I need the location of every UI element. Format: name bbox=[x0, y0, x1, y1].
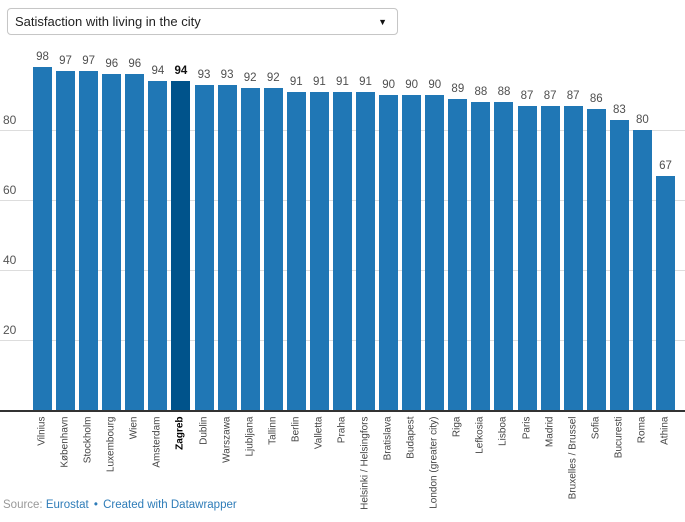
bar[interactable] bbox=[56, 70, 76, 410]
bar[interactable] bbox=[540, 105, 560, 410]
x-axis-label: Praha bbox=[336, 416, 348, 443]
bar[interactable] bbox=[171, 81, 191, 410]
bar-value-label: 90 bbox=[382, 79, 395, 91]
bar[interactable] bbox=[33, 67, 52, 410]
bar[interactable] bbox=[286, 91, 306, 410]
bar-value-label: 91 bbox=[312, 75, 326, 88]
bar-value-label: 88 bbox=[497, 86, 511, 98]
bar-value-label: 96 bbox=[128, 58, 142, 70]
metric-select-value: Satisfaction with living in the city bbox=[15, 14, 201, 29]
x-axis-label: Athina bbox=[659, 416, 671, 445]
bar-value-label: 94 bbox=[151, 65, 165, 77]
bar[interactable] bbox=[263, 88, 283, 410]
x-axis-label: Tallinn bbox=[267, 416, 279, 445]
bar[interactable] bbox=[240, 88, 260, 410]
bar[interactable] bbox=[379, 95, 399, 410]
x-axis-label: Berlin bbox=[290, 416, 302, 442]
bar[interactable] bbox=[586, 109, 606, 410]
bar[interactable] bbox=[425, 95, 445, 410]
datawrapper-credit-link[interactable]: Created with Datawrapper bbox=[103, 499, 237, 511]
bar-value-label: 89 bbox=[451, 82, 465, 95]
x-axis-label: Bruxelles / Brussel bbox=[567, 416, 579, 499]
bar-value-label: 87 bbox=[566, 89, 580, 102]
bar-value-label: 83 bbox=[612, 103, 626, 116]
x-axis-label: Bratislava bbox=[382, 416, 394, 460]
x-axis-label: Lefkosia bbox=[474, 416, 486, 454]
x-axis-label: Bucuresti bbox=[613, 416, 625, 458]
bar-value-label: 93 bbox=[197, 68, 211, 81]
x-axis-label: Riga bbox=[451, 416, 463, 437]
y-tick-label: 40 bbox=[3, 253, 17, 267]
bar[interactable] bbox=[655, 175, 675, 410]
bar-value-label: 90 bbox=[428, 79, 442, 91]
bar[interactable] bbox=[471, 102, 491, 410]
bar[interactable] bbox=[125, 74, 145, 410]
bar[interactable] bbox=[632, 130, 652, 410]
bar-value-label: 97 bbox=[59, 54, 72, 67]
bar[interactable] bbox=[356, 91, 376, 410]
y-tick-label: 60 bbox=[3, 183, 17, 197]
bar-value-label: 87 bbox=[520, 89, 534, 102]
bar[interactable] bbox=[79, 70, 99, 410]
bar-value-label: 90 bbox=[405, 79, 419, 91]
separator-dot: • bbox=[93, 499, 98, 511]
bar-value-label: 96 bbox=[105, 58, 119, 70]
bar[interactable] bbox=[102, 74, 122, 410]
bar[interactable] bbox=[309, 91, 329, 410]
bar-value-label: 88 bbox=[474, 86, 488, 98]
bar-value-label: 91 bbox=[336, 75, 349, 88]
bar[interactable] bbox=[494, 102, 514, 410]
y-tick-label: 20 bbox=[3, 323, 17, 337]
bar[interactable] bbox=[517, 105, 537, 410]
bar-value-label: 92 bbox=[243, 72, 257, 84]
bar[interactable] bbox=[609, 119, 629, 410]
bar[interactable] bbox=[448, 98, 468, 410]
bar-value-label: 97 bbox=[82, 54, 96, 67]
bar-value-label: 92 bbox=[266, 72, 280, 84]
y-tick-label: 80 bbox=[3, 113, 17, 127]
x-axis-label: Budapest bbox=[405, 416, 417, 459]
bar-value-label: 93 bbox=[220, 68, 234, 81]
x-axis-label: Sofia bbox=[590, 416, 602, 439]
x-axis-label: Lisboa bbox=[497, 416, 509, 446]
metric-select[interactable]: Satisfaction with living in the city ▼ bbox=[7, 8, 398, 35]
bar[interactable] bbox=[563, 105, 583, 410]
bar-value-label: 67 bbox=[659, 159, 672, 172]
source-line: Source: Eurostat • Created with Datawrap… bbox=[3, 499, 237, 511]
x-axis-line bbox=[0, 410, 685, 412]
bar-value-label: 87 bbox=[543, 89, 557, 102]
bar[interactable] bbox=[402, 95, 422, 410]
bar[interactable] bbox=[332, 91, 352, 410]
bar[interactable] bbox=[217, 84, 237, 410]
bar-value-label: 80 bbox=[636, 114, 649, 126]
bar-value-label: 86 bbox=[589, 93, 603, 105]
x-axis-label: Ljubljana bbox=[244, 416, 256, 457]
source-link[interactable]: Eurostat bbox=[45, 499, 89, 511]
x-axis-label: Valletta bbox=[313, 416, 325, 449]
x-axis-label: Madrid bbox=[544, 416, 556, 447]
bar-value-label: 98 bbox=[36, 51, 49, 63]
source-prefix: Source: bbox=[3, 499, 43, 511]
bar-value-label: 91 bbox=[289, 75, 303, 88]
x-axis-label: Helsinki / Helsingfors bbox=[359, 416, 371, 510]
bar-value-label: 91 bbox=[359, 75, 372, 88]
chevron-down-icon: ▼ bbox=[378, 16, 387, 27]
x-axis-label: London (greater city) bbox=[428, 416, 440, 509]
bar[interactable] bbox=[148, 81, 168, 410]
bar-value-label: 94 bbox=[174, 65, 188, 77]
bar[interactable] bbox=[194, 84, 214, 410]
x-axis-label: Paris bbox=[521, 416, 533, 439]
x-axis-label: Roma bbox=[636, 416, 648, 443]
